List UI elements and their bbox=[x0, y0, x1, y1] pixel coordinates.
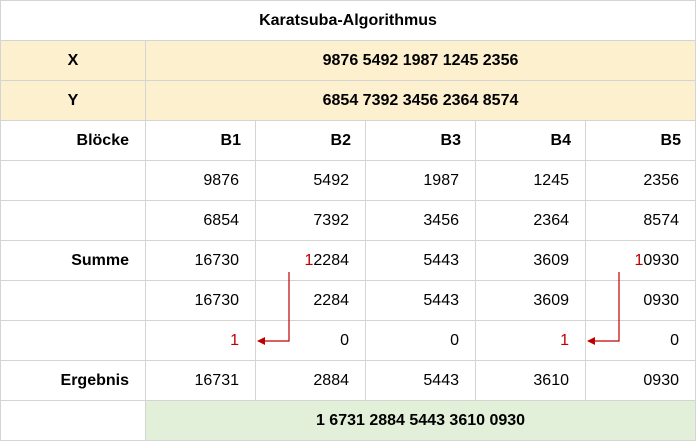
block-header-b2[interactable]: B2 bbox=[256, 121, 366, 161]
sum-cell[interactable]: 16730 bbox=[146, 241, 256, 281]
carry-cell[interactable]: 0 bbox=[256, 321, 366, 361]
sum-digits: 2284 bbox=[313, 251, 349, 269]
result-cell[interactable]: 3610 bbox=[476, 361, 586, 401]
empty-cell[interactable] bbox=[0, 201, 146, 241]
result-cell[interactable]: 5443 bbox=[366, 361, 476, 401]
empty-cell[interactable] bbox=[0, 321, 146, 361]
x-value[interactable]: 9876 5492 1987 1245 2356 bbox=[146, 41, 696, 81]
block-header-b3[interactable]: B3 bbox=[366, 121, 476, 161]
sum-digits: 0930 bbox=[643, 251, 679, 269]
blocks-label[interactable]: Blöcke bbox=[0, 121, 146, 161]
result-cell[interactable]: 2884 bbox=[256, 361, 366, 401]
block-header-b1[interactable]: B1 bbox=[146, 121, 256, 161]
result-cell[interactable]: 0930 bbox=[586, 361, 696, 401]
carry-cell[interactable]: 0 bbox=[586, 321, 696, 361]
y-label[interactable]: Y bbox=[0, 81, 146, 121]
block-header-b4[interactable]: B4 bbox=[476, 121, 586, 161]
truncated-cell[interactable]: 16730 bbox=[146, 281, 256, 321]
truncated-cell[interactable]: 2284 bbox=[256, 281, 366, 321]
x-block-cell[interactable]: 2356 bbox=[586, 161, 696, 201]
carry-cell[interactable]: 1 bbox=[476, 321, 586, 361]
x-block-cell[interactable]: 5492 bbox=[256, 161, 366, 201]
block-header-b5[interactable]: B5 bbox=[586, 121, 696, 161]
sum-digits: 16730 bbox=[194, 251, 240, 269]
sum-cell[interactable]: 3609 bbox=[476, 241, 586, 281]
result-cell[interactable]: 16731 bbox=[146, 361, 256, 401]
y-blocks-row: 6854 7392 3456 2364 8574 bbox=[0, 201, 696, 241]
sum-cell[interactable]: 1 2284 bbox=[256, 241, 366, 281]
truncated-row: 16730 2284 5443 3609 0930 bbox=[0, 281, 696, 321]
blocks-header-row: Blöcke B1 B2 B3 B4 B5 bbox=[0, 121, 696, 161]
x-block-cell[interactable]: 1245 bbox=[476, 161, 586, 201]
truncated-cell[interactable]: 0930 bbox=[586, 281, 696, 321]
sum-cell[interactable]: 5443 bbox=[366, 241, 476, 281]
table-title[interactable]: Karatsuba-Algorithmus bbox=[0, 0, 696, 41]
y-row: Y 6854 7392 3456 2364 8574 bbox=[0, 81, 696, 121]
sum-carry-digit: 1 bbox=[304, 251, 314, 269]
final-result[interactable]: 1 6731 2884 5443 3610 0930 bbox=[146, 401, 696, 441]
result-row: Ergebnis 16731 2884 5443 3610 0930 bbox=[0, 361, 696, 401]
x-label[interactable]: X bbox=[0, 41, 146, 81]
y-block-cell[interactable]: 8574 bbox=[586, 201, 696, 241]
x-block-cell[interactable]: 1987 bbox=[366, 161, 476, 201]
empty-cell[interactable] bbox=[0, 401, 146, 441]
y-block-cell[interactable]: 2364 bbox=[476, 201, 586, 241]
y-block-cell[interactable]: 6854 bbox=[146, 201, 256, 241]
final-row: 1 6731 2884 5443 3610 0930 bbox=[0, 401, 696, 441]
y-value[interactable]: 6854 7392 3456 2364 8574 bbox=[146, 81, 696, 121]
truncated-cell[interactable]: 3609 bbox=[476, 281, 586, 321]
empty-cell[interactable] bbox=[0, 161, 146, 201]
x-block-cell[interactable]: 9876 bbox=[146, 161, 256, 201]
truncated-cell[interactable]: 5443 bbox=[366, 281, 476, 321]
sum-row: Summe 16730 1 2284 5443 3609 1 0930 bbox=[0, 241, 696, 281]
y-block-cell[interactable]: 3456 bbox=[366, 201, 476, 241]
x-row: X 9876 5492 1987 1245 2356 bbox=[0, 41, 696, 81]
sum-digits: 5443 bbox=[423, 251, 459, 269]
carry-cell[interactable]: 0 bbox=[366, 321, 476, 361]
sum-cell[interactable]: 1 0930 bbox=[586, 241, 696, 281]
carry-cell[interactable]: 1 bbox=[146, 321, 256, 361]
empty-cell[interactable] bbox=[0, 281, 146, 321]
carry-row: 1 0 0 1 0 bbox=[0, 321, 696, 361]
y-block-cell[interactable]: 7392 bbox=[256, 201, 366, 241]
x-blocks-row: 9876 5492 1987 1245 2356 bbox=[0, 161, 696, 201]
title-row: Karatsuba-Algorithmus bbox=[0, 0, 696, 41]
result-label[interactable]: Ergebnis bbox=[0, 361, 146, 401]
sum-carry-digit: 1 bbox=[634, 251, 644, 269]
sum-label[interactable]: Summe bbox=[0, 241, 146, 281]
sum-digits: 3609 bbox=[533, 251, 569, 269]
